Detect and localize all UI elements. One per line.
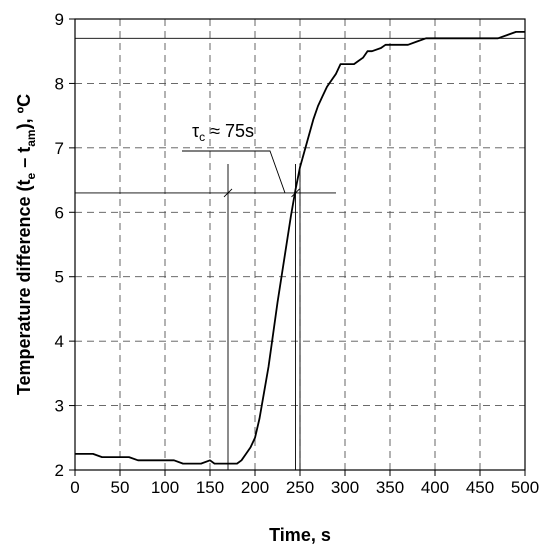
y-axis-label-sub1: e xyxy=(24,172,38,179)
y-axis-label-post: ), ºC xyxy=(14,94,34,130)
y-tick-label: 5 xyxy=(55,268,64,287)
y-axis-label-pre: Temperature difference (t xyxy=(14,179,34,395)
y-tick-label: 3 xyxy=(55,397,64,416)
y-tick-label: 2 xyxy=(55,461,64,480)
tau-symbol: τ xyxy=(192,121,199,141)
x-tick-label: 0 xyxy=(70,478,79,497)
temperature-series-line xyxy=(75,30,525,465)
intersection-tick xyxy=(223,188,233,198)
x-tick-label: 150 xyxy=(196,478,224,497)
y-tick-label: 8 xyxy=(55,74,64,93)
y-tick-label: 6 xyxy=(55,203,64,222)
x-tick-label: 450 xyxy=(466,478,494,497)
series-layer xyxy=(75,30,525,465)
y-axis-label: Temperature difference (te – tam), ºC xyxy=(14,94,38,395)
x-tick-label: 100 xyxy=(151,478,179,497)
x-tick-label: 400 xyxy=(421,478,449,497)
time-constant-annotation: τc ≈ 75s xyxy=(192,121,254,144)
y-axis-label-mid: – t xyxy=(14,147,34,173)
annotation-leader-line xyxy=(182,150,286,194)
x-tick-label: 200 xyxy=(241,478,269,497)
x-tick-label: 50 xyxy=(111,478,130,497)
tau-value: ≈ 75s xyxy=(205,121,254,141)
x-tick-label: 300 xyxy=(331,478,359,497)
tau-subscript: c xyxy=(199,130,205,144)
y-tick-label: 4 xyxy=(55,332,64,351)
x-tick-label: 500 xyxy=(511,478,539,497)
x-tick-label: 250 xyxy=(286,478,314,497)
x-axis-label: Time, s xyxy=(269,525,331,545)
y-axis-label-sub2: am xyxy=(24,129,38,146)
y-tick-label: 9 xyxy=(55,10,64,29)
ticks: 0 50 100 150 200 250 300 350 400 450 500 2 3 4 5 6 7 8 9 xyxy=(55,10,540,497)
x-tick-label: 350 xyxy=(376,478,404,497)
y-tick-label: 7 xyxy=(55,139,64,158)
